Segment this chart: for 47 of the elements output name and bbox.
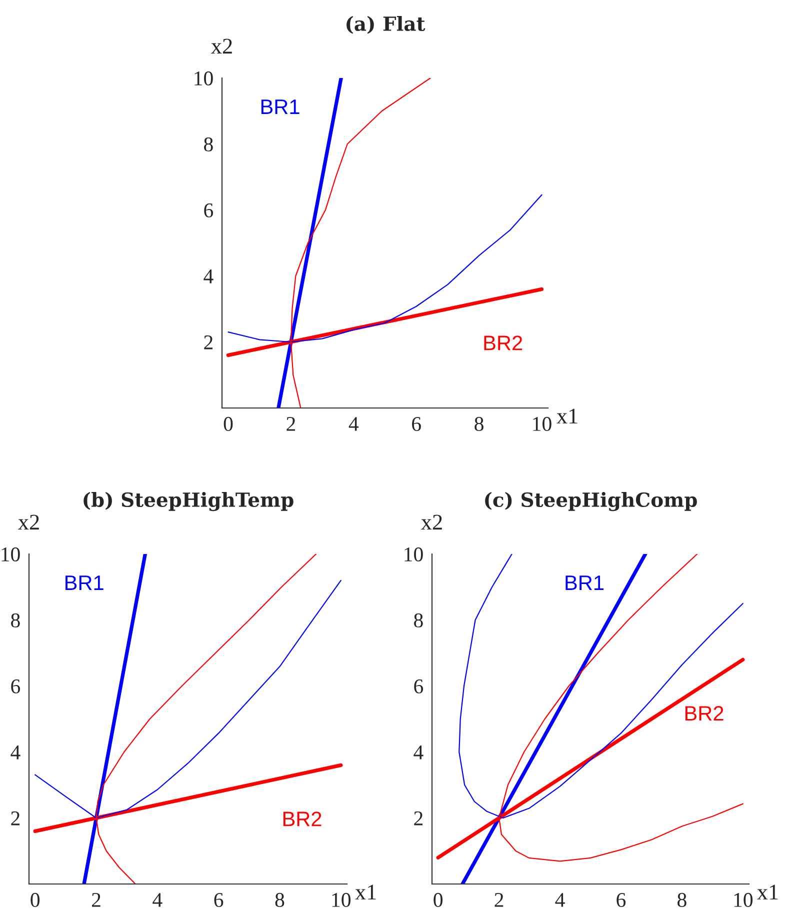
x-tick-label: 10 [734,892,753,907]
series-label: BR1 [566,576,604,590]
y-tick-label: 4 [414,746,424,760]
x-tick-label: 6 [214,892,224,907]
y-tick-label: 2 [414,811,423,826]
y-axis-title: x2 [211,38,232,54]
y-tick-label: 2 [204,335,213,350]
x-axis-title: x1 [556,408,578,424]
y-tick-label: 10 [194,71,213,86]
y-tick-label: 6 [414,679,424,694]
x-axis-title: x1 [757,884,778,900]
chart-title: (c) SteepHighComp [485,492,697,512]
y-tick-label: 8 [204,137,213,152]
y-tick-label: 4 [204,270,214,284]
chart-title: (b) SteepHighTemp [84,492,294,512]
chart-title: (a) Flat [346,16,426,34]
x-tick-label: 2 [92,892,100,907]
y-tick-label: 6 [204,203,214,218]
x-tick-label: 0 [30,892,40,907]
x-tick-label: 6 [616,892,626,907]
y-tick-label: 2 [11,811,20,826]
x-tick-label: 8 [474,416,484,431]
x-tick-label: 10 [533,416,552,431]
series-label: BR1 [66,576,104,590]
series-label: BR2 [685,706,724,721]
x-tick-label: 8 [678,892,686,907]
x-axis-title: x1 [355,884,376,900]
y-axis-title: x2 [18,514,39,530]
y-tick-label: 8 [414,613,423,628]
x-tick-label: 2 [286,416,296,431]
y-tick-label: 8 [11,613,20,628]
x-tick-label: 8 [275,892,284,907]
y-axis-title: x2 [421,514,442,530]
y-tick-label: 4 [10,746,20,760]
series-label: BR1 [261,100,300,114]
x-tick-label: 4 [152,893,162,907]
y-tick-label: 10 [2,547,20,562]
x-tick-label: 2 [494,892,504,907]
x-tick-label: 4 [348,417,359,431]
y-tick-label: 10 [404,547,423,562]
x-tick-label: 0 [434,892,443,907]
series-label: BR2 [283,812,322,826]
x-tick-label: 4 [555,893,565,907]
series-label: BR2 [484,336,522,350]
x-tick-label: 10 [332,892,351,907]
x-tick-label: 0 [224,416,233,431]
y-tick-label: 6 [11,679,20,694]
